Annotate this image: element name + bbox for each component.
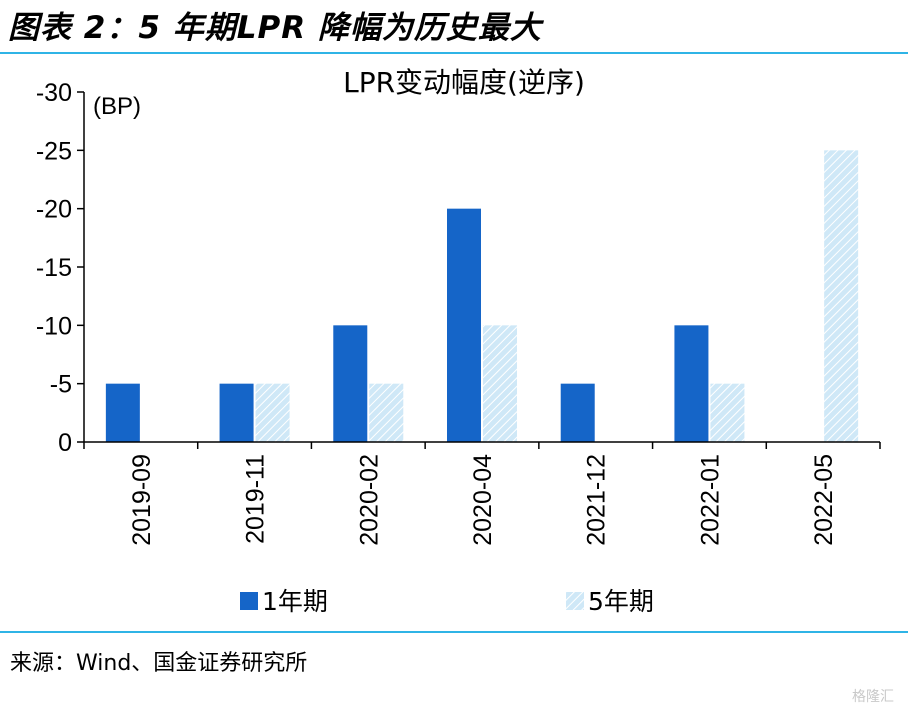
- y-tick-label: -5: [50, 371, 72, 399]
- bottom-rule: [0, 631, 908, 633]
- x-tick-label: 2020-02: [355, 454, 383, 546]
- bar-series1: [219, 383, 254, 442]
- bar-series2: [369, 383, 404, 442]
- y-tick-label: -15: [36, 254, 72, 282]
- x-tick-label: 2019-11: [242, 454, 270, 544]
- bar-series2: [710, 383, 745, 442]
- lpr-bar-chart: LPR变动幅度(逆序) (BP) -30 -25 -20 -15 -10 -5 0 2019…: [36, 66, 881, 616]
- figure-title: 图表 2：5 年期LPR 降幅为历史最大: [8, 10, 542, 46]
- y-tick-label: -10: [36, 312, 72, 340]
- top-rule: [0, 52, 908, 54]
- bar-series1: [333, 325, 368, 442]
- chart-title: LPR变动幅度(逆序): [343, 66, 585, 99]
- bar-series2: [824, 150, 859, 442]
- x-tick-label: 2022-01: [696, 454, 724, 546]
- y-tick-label: -20: [36, 196, 72, 224]
- bar-series1: [447, 208, 481, 442]
- x-tick-label: 2022-05: [810, 454, 838, 546]
- x-tick-label: 2020-04: [469, 454, 497, 546]
- y-tick-label: 0: [58, 429, 72, 457]
- x-tick-label: 2019-09: [128, 454, 156, 546]
- y-tick-label: -30: [36, 79, 72, 107]
- legend-swatch: [240, 592, 258, 610]
- bar-series1: [674, 325, 709, 442]
- watermark: 格隆汇: [852, 689, 894, 705]
- legend-label: 1年期: [262, 587, 328, 616]
- bar-series1: [105, 383, 140, 442]
- x-tick-label: 2021-12: [583, 454, 611, 546]
- y-tick-label: -25: [36, 137, 72, 165]
- bar-series1: [560, 383, 595, 442]
- y-unit-label: (BP): [93, 93, 141, 120]
- source-note: 来源：Wind、国金证券研究所: [10, 651, 308, 676]
- legend-swatch: [566, 592, 584, 610]
- bar-series2: [255, 383, 290, 442]
- legend-label: 5年期: [588, 587, 654, 616]
- bar-series2: [483, 325, 517, 442]
